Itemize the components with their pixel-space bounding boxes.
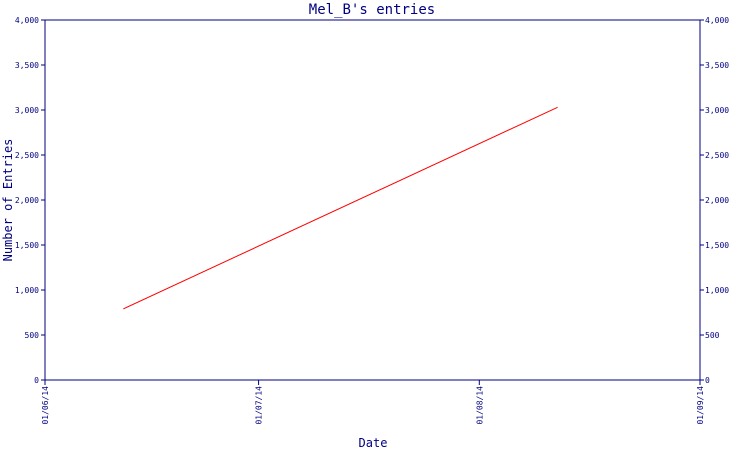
y-tick-label-right: 500: [705, 331, 720, 340]
x-tick-label: 01/07/14: [255, 386, 264, 425]
x-tick-label: 01/09/14: [696, 386, 705, 425]
y-tick-label-left: 3,500: [15, 61, 39, 70]
plot-frame: [44, 19, 701, 381]
x-tick-label: 01/08/14: [475, 386, 484, 425]
y-tick-label-left: 500: [25, 331, 40, 340]
y-tick-label-left: 3,000: [15, 106, 39, 115]
y-tick-label-right: 0: [705, 376, 710, 385]
y-tick-label-right: 2,000: [705, 196, 729, 205]
y-tick-label-left: 4,000: [15, 16, 39, 25]
series-group: [123, 106, 558, 310]
y-tick-label-right: 2,500: [705, 151, 729, 160]
y-axis-left: 0 500 1,000 1,500 2,000 2,500 3,000 3,500 4,000: [15, 16, 45, 385]
y-tick-label-right: 1,000: [705, 286, 729, 295]
series-line: [123, 106, 558, 310]
y-tick-label-left: 0: [34, 376, 39, 385]
y-tick-label-left: 2,000: [15, 196, 39, 205]
x-axis-label: Date: [359, 436, 388, 450]
y-tick-label-left: 1,500: [15, 241, 39, 250]
y-tick-label-left: 1,000: [15, 286, 39, 295]
plot-border: [44, 19, 701, 381]
y-axis-right: 0 500 1,000 1,500 2,000 2,500 3,000 3,500 4,000: [700, 16, 729, 385]
y-tick-label-right: 3,500: [705, 61, 729, 70]
chart-title: Mel_B's entries: [309, 2, 435, 18]
y-tick-label-right: 4,000: [705, 16, 729, 25]
y-tick-label-right: 3,000: [705, 106, 729, 115]
y-axis-label: Number of Entries: [1, 139, 15, 262]
y-tick-label-right: 1,500: [705, 241, 729, 250]
x-axis: 01/06/14 01/07/14 01/08/14 01/09/14: [41, 380, 705, 425]
x-tick-label: 01/06/14: [41, 386, 50, 425]
y-tick-label-left: 2,500: [15, 151, 39, 160]
